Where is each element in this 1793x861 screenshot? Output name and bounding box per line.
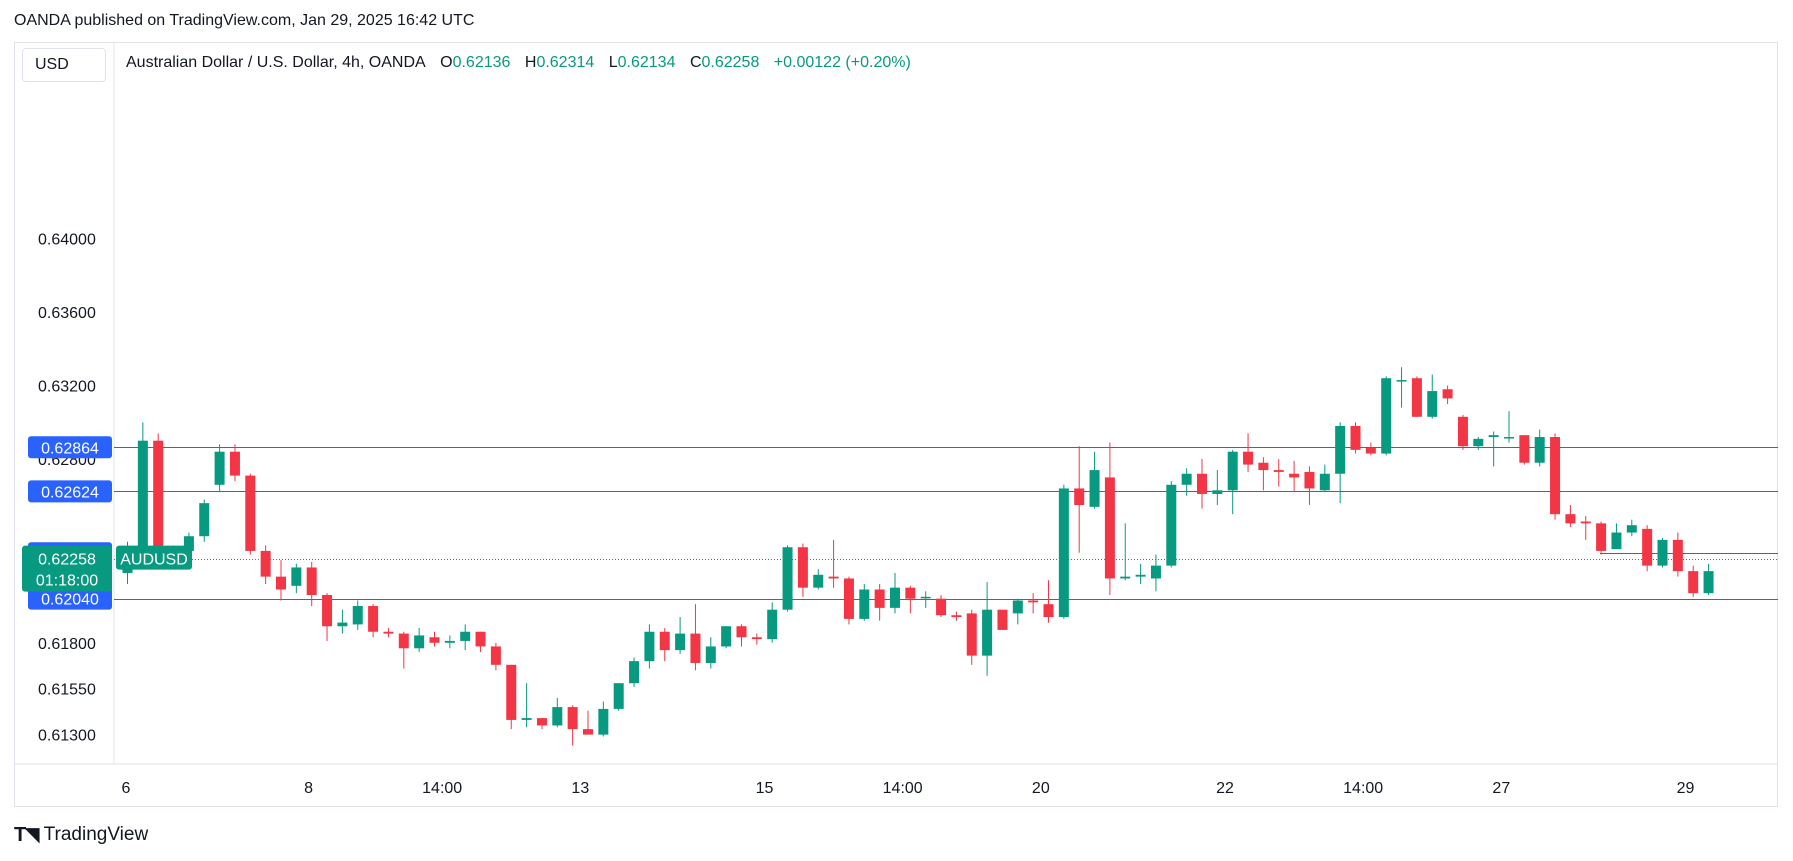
legend-close: 0.62258 [701,54,760,71]
legend-close-label: C [689,54,702,71]
tradingview-logo-icon: T◥ [14,824,40,846]
legend-change: +0.00122 (+0.20%) [773,54,911,71]
legend-title: Australian Dollar / U.S. Dollar, 4h, OAN… [126,54,426,71]
publisher-line: OANDA published on TradingView.com, Jan … [14,12,475,29]
currency-button[interactable]: USD [22,48,106,82]
legend-low-label: L [608,54,618,71]
legend-high-label: H [524,54,537,71]
footer-brand: T◥ TradingView [14,822,148,847]
legend-open-label: O [440,54,453,71]
legend-high: 0.62314 [536,54,595,71]
legend-open: 0.62136 [452,54,511,71]
chart-legend: Australian Dollar / U.S. Dollar, 4h, OAN… [126,54,911,72]
chart-frame [14,42,1778,807]
legend-low: 0.62134 [617,54,676,71]
footer-brand-text: TradingView [43,823,149,845]
